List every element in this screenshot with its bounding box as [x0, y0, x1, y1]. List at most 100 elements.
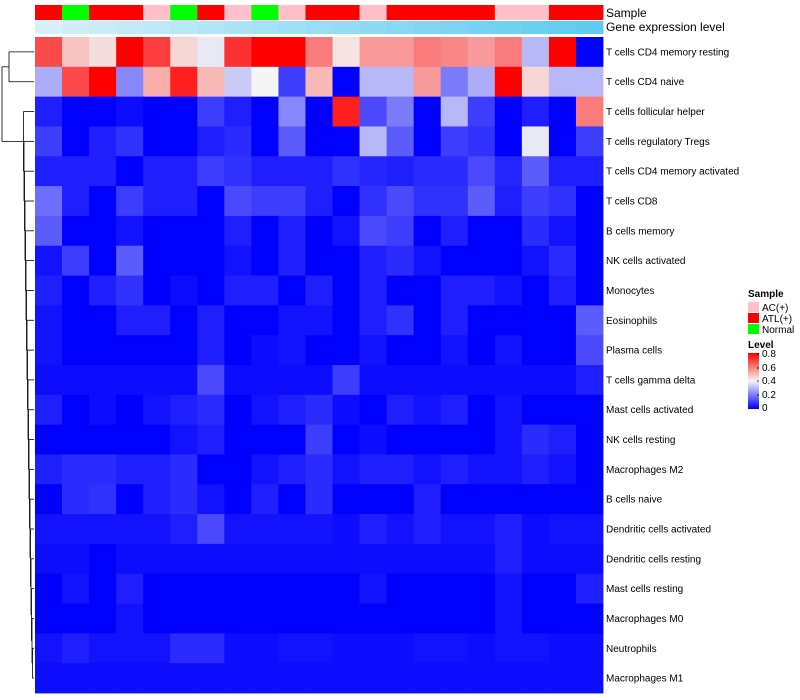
gene-expression-annotation-cell [251, 21, 279, 34]
heatmap-cell [251, 394, 279, 426]
heatmap-cell [413, 215, 442, 247]
heatmap-cell [62, 573, 90, 604]
heatmap-cell [575, 275, 604, 306]
heatmap-cell [251, 305, 279, 336]
heatmap-cell [116, 245, 144, 276]
heatmap-cell [467, 424, 496, 455]
heatmap-cell [143, 335, 171, 366]
heatmap-cell [224, 126, 252, 157]
heatmap-cell [494, 633, 523, 664]
heatmap-cell [170, 484, 198, 515]
heatmap-cell [548, 126, 577, 157]
heatmap-cell [575, 543, 604, 575]
sample-annotation-cell [89, 5, 117, 20]
heatmap-cell [413, 275, 442, 306]
heatmap-cell [521, 245, 550, 276]
heatmap-cell [575, 126, 604, 157]
heatmap-cell [116, 603, 144, 634]
heatmap-cell [494, 663, 523, 694]
heatmap-cell [224, 454, 252, 485]
heatmap-cell [143, 156, 171, 187]
heatmap-cell [89, 394, 117, 426]
heatmap-cell [89, 96, 117, 127]
heatmap-cell [521, 573, 550, 604]
sample-annotation-cell [197, 5, 225, 20]
heatmap-cell [170, 335, 198, 366]
heatmap-cell [467, 663, 496, 694]
gene-expression-annotation-cell [440, 21, 469, 34]
heatmap-cell [35, 66, 63, 98]
heatmap-cell [278, 543, 306, 575]
heatmap-cell [170, 603, 198, 634]
heatmap-cell [575, 245, 604, 276]
heatmap-cell [224, 275, 252, 306]
heatmap-cell [305, 156, 333, 187]
gene-expression-annotation-cell [575, 21, 604, 34]
gene-expression-annotation-cell [170, 21, 198, 34]
heatmap-cell [413, 663, 442, 694]
heatmap-cell [359, 514, 388, 545]
heatmap-cell [440, 573, 469, 604]
heatmap-cell [251, 365, 279, 396]
heatmap-cell [413, 305, 442, 336]
heatmap-cell [494, 484, 523, 515]
heatmap-cell [467, 215, 496, 247]
gene-expression-annotation-cell [467, 21, 496, 34]
heatmap-cell [143, 663, 171, 694]
sample-annotation-cell [359, 5, 388, 20]
legend-swatch-normal [748, 324, 759, 334]
sample-annotation-cell [170, 5, 198, 20]
heatmap-cell [116, 126, 144, 157]
heatmap-cell [197, 603, 225, 634]
heatmap-cell [548, 543, 577, 575]
heatmap-cell [359, 37, 388, 68]
gene-expression-annotation-cell [359, 21, 388, 34]
heatmap-cell [332, 37, 360, 68]
heatmap-cell [197, 335, 225, 366]
heatmap-cell [116, 663, 144, 694]
heatmap-cell [278, 186, 306, 217]
heatmap-cell [35, 484, 63, 515]
heatmap-cell [413, 66, 442, 98]
heatmap-cell [62, 365, 90, 396]
gene-expression-annotation-cell [278, 21, 306, 34]
heatmap-cell [35, 514, 63, 545]
row-label: Monocytes [606, 286, 654, 297]
sample-annotation-cell [548, 5, 577, 20]
gene-expression-annotation-label: Gene expression level [606, 20, 725, 34]
heatmap-cell [251, 96, 279, 127]
heatmap-cell [143, 305, 171, 336]
heatmap-cell [170, 275, 198, 306]
heatmap-cell [116, 186, 144, 217]
heatmap-cell [278, 96, 306, 127]
heatmap-cell [143, 573, 171, 604]
heatmap-cell [62, 215, 90, 247]
heatmap-cell [116, 335, 144, 366]
heatmap-cell [359, 633, 388, 664]
heatmap-cell [467, 126, 496, 157]
heatmap-cell [440, 394, 469, 426]
sample-annotation-cell [386, 5, 415, 20]
row-label: B cells naive [606, 495, 663, 506]
heatmap-cell [116, 633, 144, 664]
heatmap-cell [170, 305, 198, 336]
heatmap-cell [305, 543, 333, 575]
heatmap-cell [143, 543, 171, 575]
heatmap-cell [332, 215, 360, 247]
heatmap-cell [251, 126, 279, 157]
heatmap-cell [575, 66, 604, 98]
heatmap-cell [305, 454, 333, 485]
row-label: Mast cells activated [606, 405, 693, 416]
sample-annotation-cell [62, 5, 90, 20]
heatmap-cell [548, 573, 577, 604]
heatmap-cell [116, 275, 144, 306]
heatmap-cell [170, 454, 198, 485]
heatmap-cell [332, 484, 360, 515]
heatmap-cell [116, 66, 144, 98]
heatmap-cell [521, 663, 550, 694]
heatmap-cell [359, 305, 388, 336]
heatmap-cell [494, 126, 523, 157]
heatmap-cell [521, 484, 550, 515]
gene-expression-annotation-cell [143, 21, 171, 34]
